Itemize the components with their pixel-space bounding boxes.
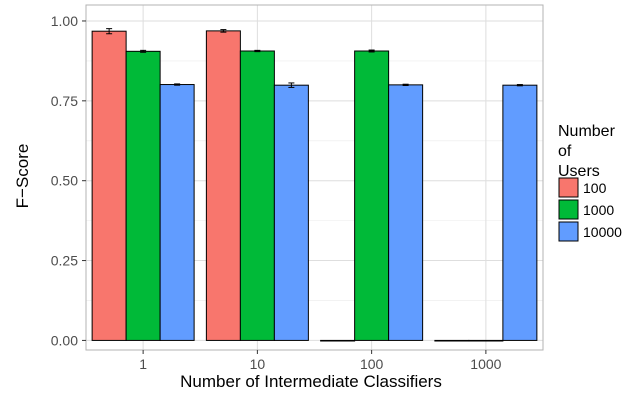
bars (91, 28, 538, 342)
bar-100-10 (205, 30, 241, 341)
legend-item-100: 100 (558, 177, 607, 198)
legend-label: 100 (583, 180, 607, 196)
y-tick-label: 1.00 (51, 13, 78, 29)
error-bar-100-10 (220, 29, 227, 33)
bar-10000-1 (159, 84, 195, 341)
legend-item-1000: 1000 (558, 199, 614, 220)
error-bar-10000-100 (402, 83, 409, 86)
error-bar-10000-1000 (516, 84, 523, 87)
error-bar-1000-10 (254, 49, 261, 53)
bar-1000-10 (239, 50, 275, 341)
bar-10000-1000 (502, 84, 538, 341)
bar-10000-100 (388, 84, 424, 341)
error-bar-1000-1 (140, 49, 147, 53)
legend-swatch (558, 199, 579, 220)
y-tick-label: 0.00 (51, 332, 78, 348)
bar-1000-100 (354, 50, 390, 341)
legend-swatch (558, 177, 579, 198)
y-tick-label: 0.75 (51, 93, 78, 109)
legend-item-10000: 10000 (558, 221, 622, 242)
x-tick-label: 1000 (470, 356, 501, 372)
error-bar-1000-100 (368, 49, 375, 53)
legend-swatch (558, 221, 579, 242)
legend-title: Number of Users (558, 123, 616, 180)
y-axis-label: F−Score (13, 144, 32, 209)
error-bar-100-1 (106, 28, 113, 35)
bar-1000-1 (125, 50, 161, 341)
x-axis-label: Number of Intermediate Classifiers (180, 372, 442, 391)
legend-label: 1000 (583, 202, 614, 218)
bar-1000-1000 (468, 339, 504, 342)
x-tick-label: 10 (250, 356, 266, 372)
bar-100-100 (320, 339, 356, 342)
error-bar-10000-1 (174, 83, 181, 86)
x-tick-label: 100 (360, 356, 384, 372)
legend-label: 10000 (583, 224, 622, 240)
bar-10000-10 (273, 84, 309, 341)
axes: 0.00 0.25 0.50 0.75 1.00 1 10 100 1000 (51, 13, 502, 372)
x-tick-label: 1 (139, 356, 147, 372)
bar-100-1 (91, 30, 127, 341)
error-bar-10000-10 (288, 82, 295, 88)
plot-panel (85, 4, 544, 351)
y-tick-label: 0.25 (51, 253, 78, 269)
y-tick-label: 0.50 (51, 173, 78, 189)
bar-100-1000 (434, 339, 470, 342)
